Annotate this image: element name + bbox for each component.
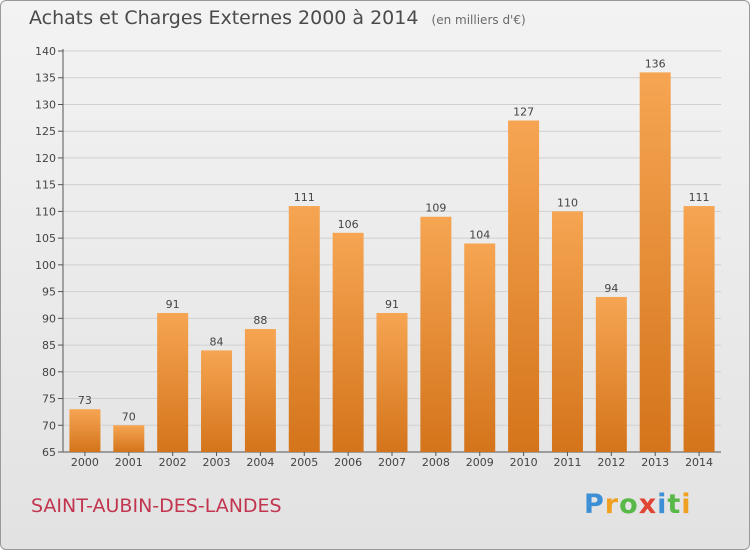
data-label: 73 [78, 394, 92, 407]
data-label: 84 [210, 335, 224, 348]
logo-letter: o [619, 489, 639, 520]
data-label: 127 [513, 106, 534, 119]
data-label: 110 [557, 196, 578, 209]
x-tick-label: 2006 [334, 456, 362, 469]
bar [69, 409, 101, 452]
x-tick-label: 2011 [553, 456, 581, 469]
x-tick-label: 2000 [71, 456, 99, 469]
bar [420, 216, 452, 452]
x-tick-label: 2001 [115, 456, 143, 469]
y-tick-label: 100 [35, 259, 56, 272]
y-tick-label: 90 [42, 312, 56, 325]
logo-letter: x [638, 489, 658, 520]
y-tick-label: 135 [35, 72, 56, 85]
data-label: 136 [645, 57, 666, 70]
x-tick-label: 2010 [510, 456, 538, 469]
data-label: 106 [338, 218, 359, 231]
x-tick-label: 2008 [422, 456, 450, 469]
logo-letter: i [657, 489, 668, 520]
bar [332, 232, 364, 452]
bar [157, 312, 189, 452]
data-label: 88 [253, 314, 267, 327]
y-tick-label: 115 [35, 179, 56, 192]
x-tick-label: 2002 [159, 456, 187, 469]
bar [376, 312, 408, 452]
title-row: Achats et Charges Externes 2000 à 2014 (… [29, 7, 526, 29]
x-tick-label: 2007 [378, 456, 406, 469]
x-tick-label: 2004 [246, 456, 274, 469]
data-labels: 73 70 91 84 88 111 106 91 109 104 127 110 94 136 111 [78, 57, 710, 423]
bar [201, 350, 233, 452]
logo-letter: t [667, 489, 682, 520]
x-tick-label: 2013 [641, 456, 669, 469]
y-tick-label: 75 [42, 393, 56, 406]
logo-letter: r [604, 489, 620, 520]
y-tick-label: 85 [42, 339, 56, 352]
proxiti-logo: Proxiti [584, 489, 692, 520]
y-tick-label: 80 [42, 366, 56, 379]
y-tick-label: 125 [35, 125, 56, 138]
data-label: 109 [425, 202, 446, 215]
data-label: 94 [604, 282, 618, 295]
x-tick-label: 2003 [203, 456, 231, 469]
bars [69, 72, 715, 453]
axes: 65 70 75 80 85 90 95 100 105 110 115 120 125 130 135 14… [35, 45, 721, 469]
y-tick-label: 65 [42, 446, 56, 459]
y-tick-label: 120 [35, 152, 56, 165]
x-tick-label: 2005 [290, 456, 318, 469]
data-label: 111 [689, 191, 710, 204]
bar [595, 296, 627, 452]
x-tick-label: 2012 [597, 456, 625, 469]
logo-letter: P [584, 489, 605, 520]
bar [551, 211, 583, 452]
bar [288, 206, 320, 452]
data-label: 70 [122, 410, 136, 423]
x-tick-label: 2009 [466, 456, 494, 469]
data-label: 91 [166, 298, 180, 311]
logo-letter: i [681, 489, 692, 520]
bar [508, 120, 540, 453]
chart-title: Achats et Charges Externes 2000 à 2014 [29, 7, 419, 29]
bar [639, 72, 671, 453]
x-tick-label: 2014 [685, 456, 713, 469]
bar [244, 329, 276, 452]
data-label: 104 [469, 228, 490, 241]
bar [464, 243, 496, 452]
chart-subtitle: (en milliers d'€) [431, 13, 526, 27]
y-tick-label: 70 [42, 419, 56, 432]
y-tick-label: 110 [35, 205, 56, 218]
data-label: 91 [385, 298, 399, 311]
y-tick-label: 140 [35, 45, 56, 58]
commune-name: SAINT-AUBIN-DES-LANDES [31, 495, 282, 517]
y-tick-label: 105 [35, 232, 56, 245]
y-tick-label: 130 [35, 98, 56, 111]
bar [113, 425, 145, 452]
data-label: 111 [294, 191, 315, 204]
bar [683, 206, 715, 452]
y-tick-label: 95 [42, 286, 56, 299]
